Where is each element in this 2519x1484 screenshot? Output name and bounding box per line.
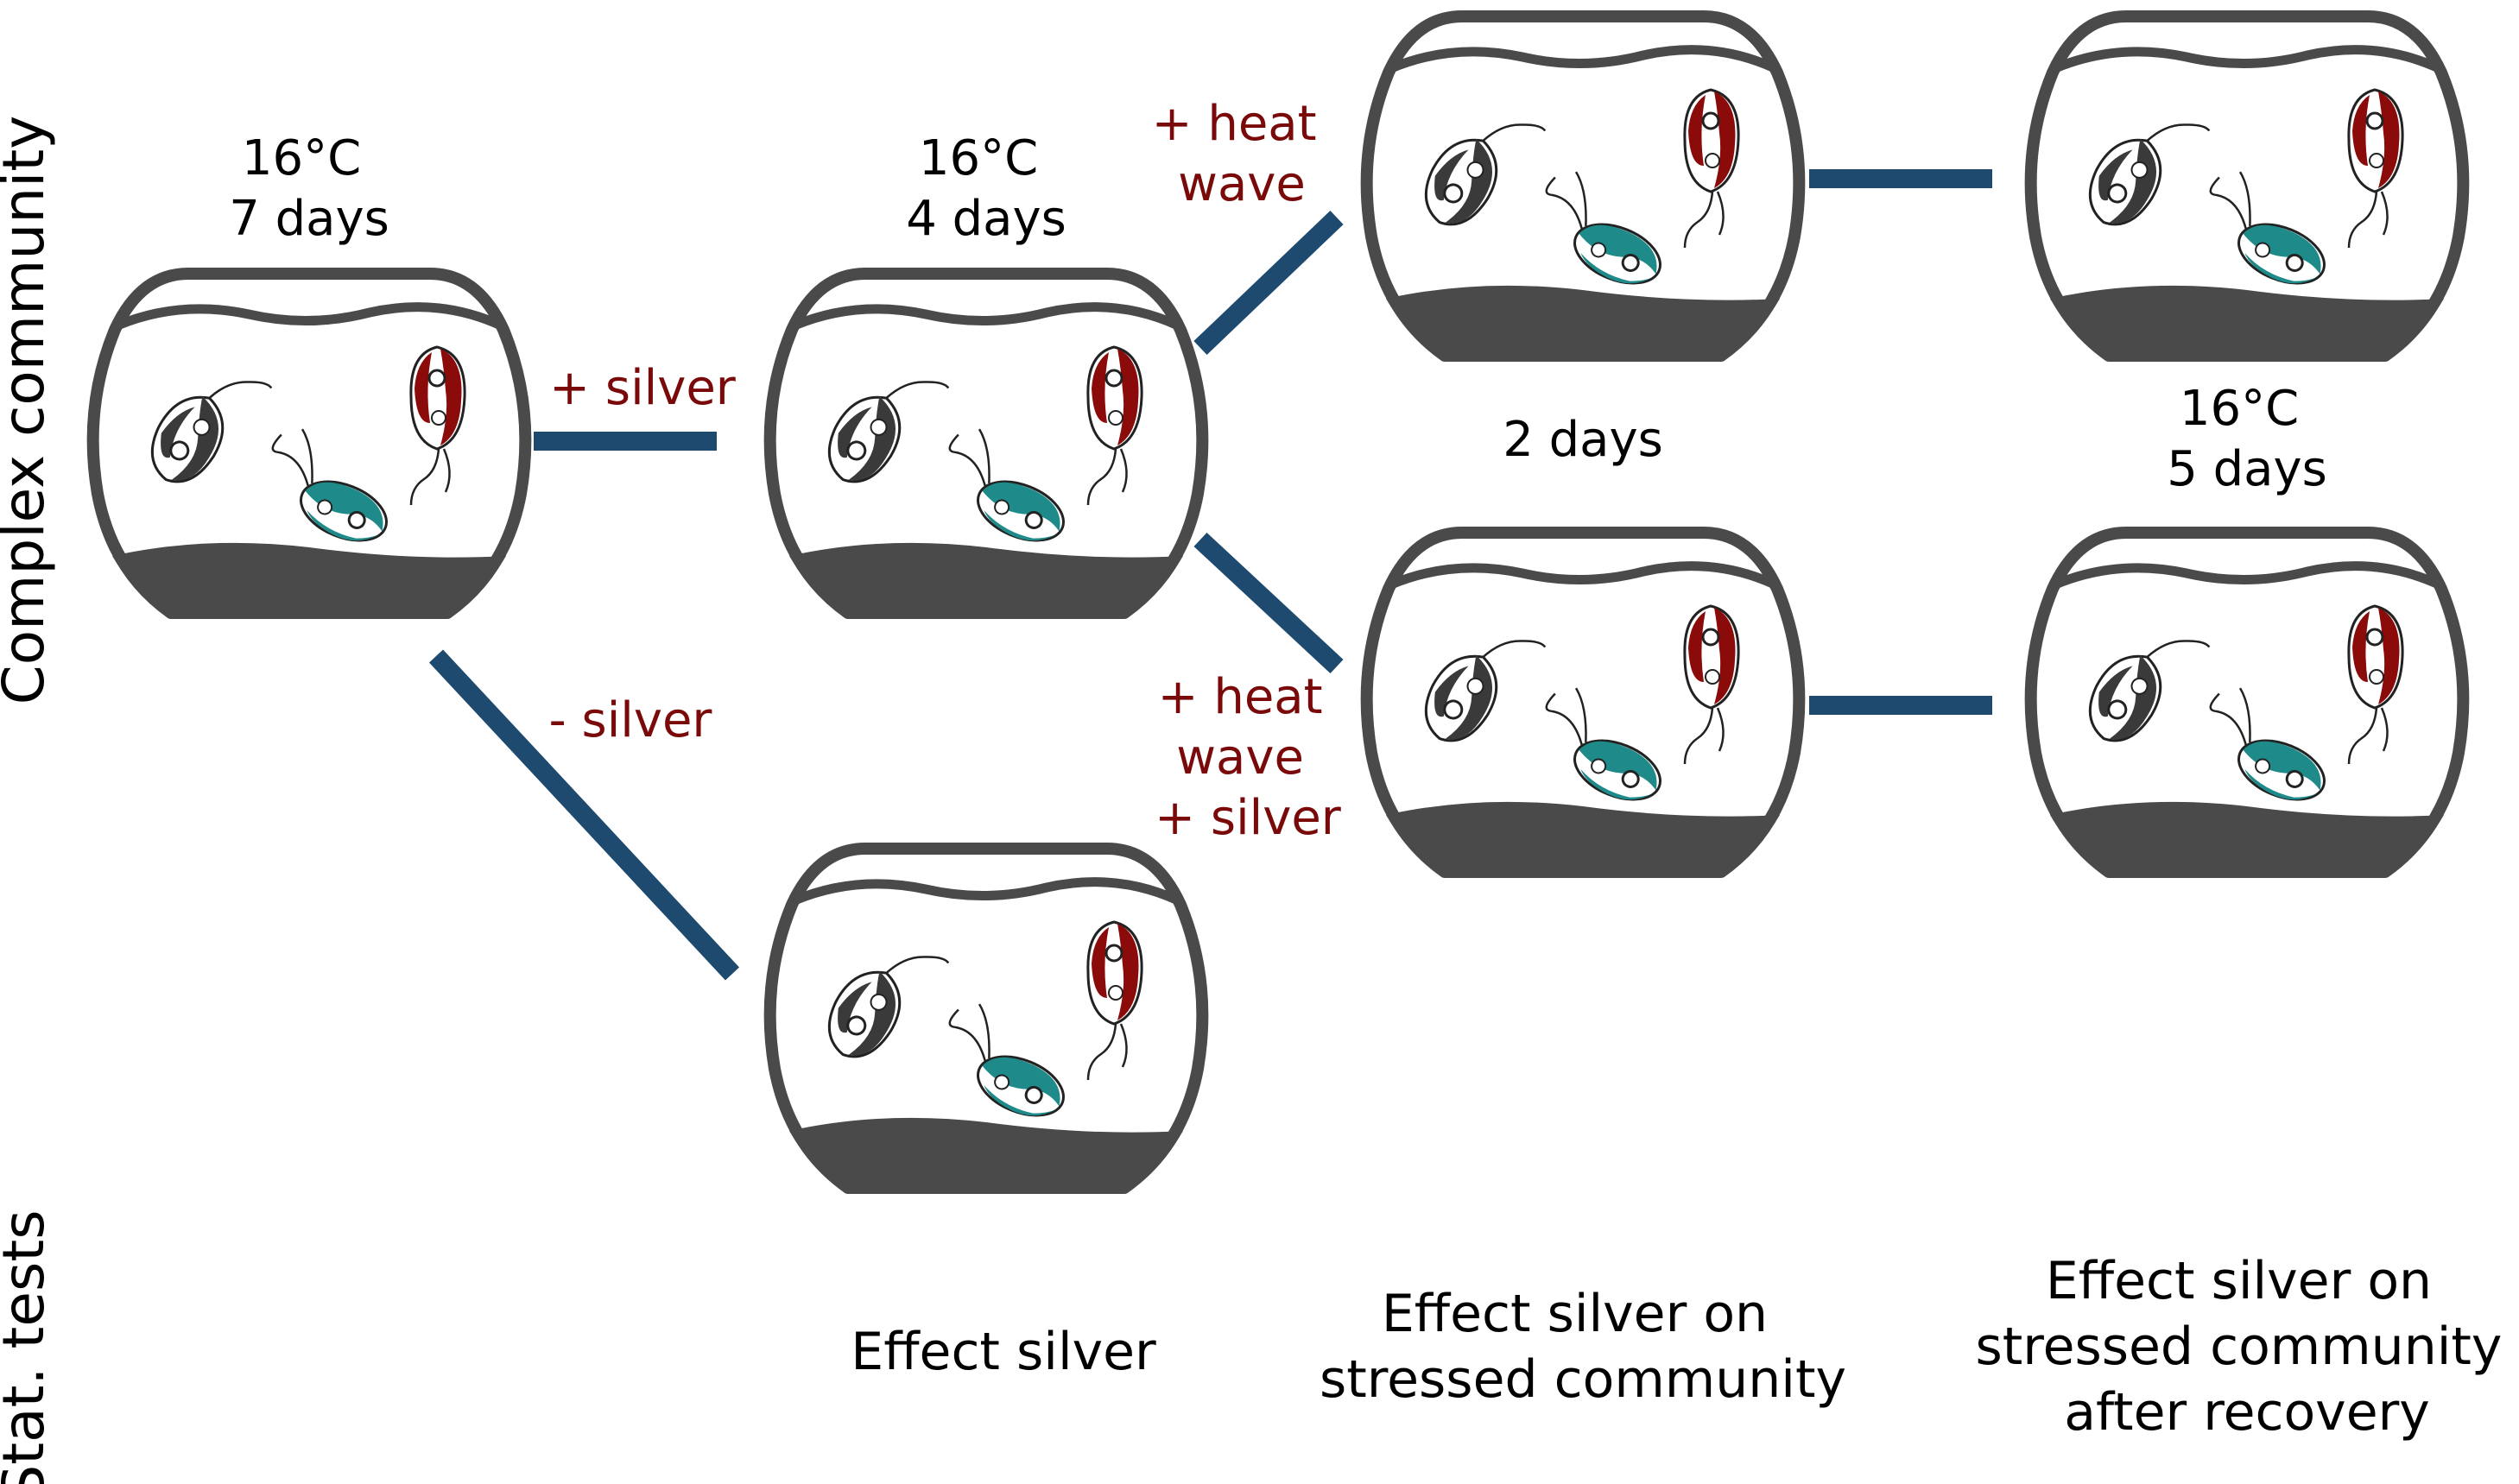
condition-wave-duration: 2 days xyxy=(1503,412,1663,468)
connector-minus-silver xyxy=(428,649,740,981)
connector-heat-wave xyxy=(1193,211,1344,355)
condition-recovery: 16°C 5 days xyxy=(2167,381,2327,497)
bowl-recovery-top xyxy=(2031,16,2464,356)
treatment-heat-wave-silver: + heat wave + silver xyxy=(1155,669,1342,846)
bowl-plus-silver xyxy=(770,274,1203,613)
bowl-recovery-bottom xyxy=(2031,533,2464,872)
condition-mid: 16°C 4 days xyxy=(906,130,1066,247)
condition-start: 16°C 7 days xyxy=(229,130,389,247)
stat-test-effect-silver: Effect silver xyxy=(851,1322,1156,1382)
bowl-heat-wave xyxy=(1367,16,1800,356)
stat-test-recovery: Effect silver on stressed community afte… xyxy=(1975,1251,2518,1443)
connectors xyxy=(428,169,1992,981)
row-label-stat-tests: Stat. tests xyxy=(0,1209,57,1484)
treatment-plus-silver: + silver xyxy=(549,360,737,416)
bowl-start xyxy=(93,274,526,613)
treatment-heat-wave: + heat wave xyxy=(1152,96,1332,212)
treatment-minus-silver: - silver xyxy=(549,692,713,748)
bowl-heat-wave-silver xyxy=(1367,533,1800,872)
stat-test-stressed: Effect silver on stressed community xyxy=(1320,1284,1846,1410)
row-label-complex-community: Complex community xyxy=(0,116,57,705)
bowl-minus-silver xyxy=(770,849,1203,1188)
connector-heat-wave-silver xyxy=(1193,532,1344,674)
